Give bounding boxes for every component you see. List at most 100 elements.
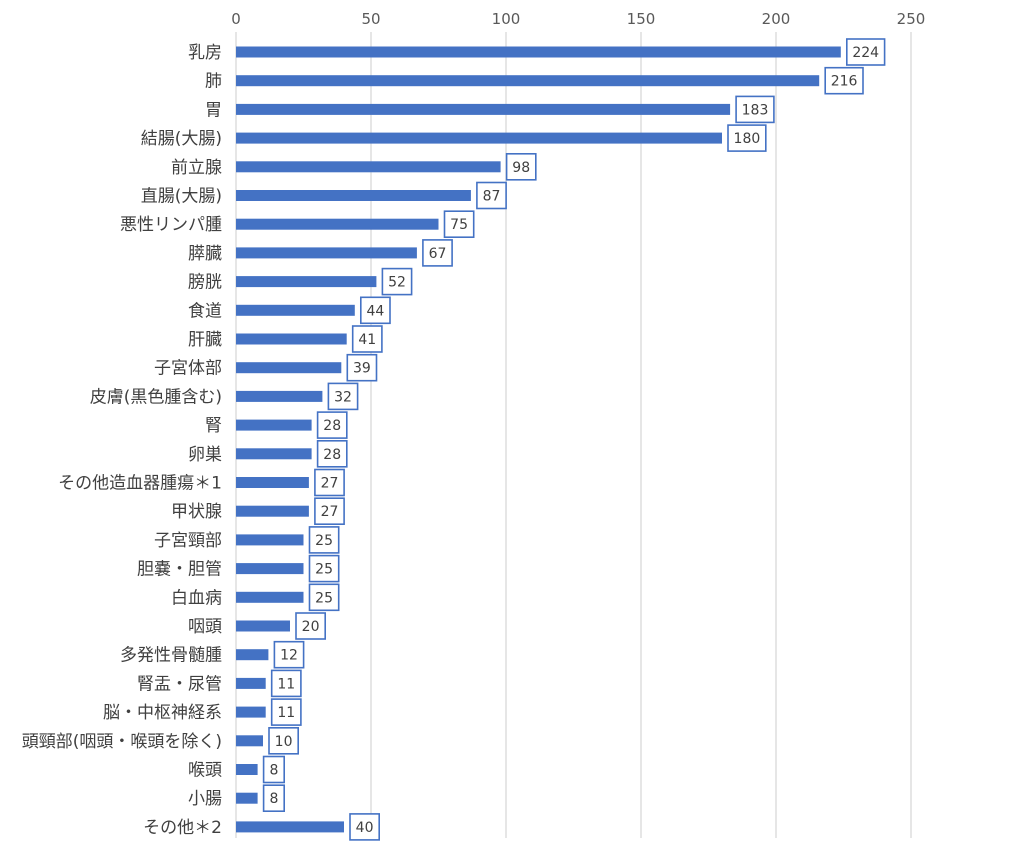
data-label: 12 (280, 648, 298, 664)
data-label-box (316, 411, 348, 439)
data-label: 40 (356, 820, 374, 836)
bar (236, 304, 355, 316)
data-label: 183 (742, 102, 769, 118)
bar (236, 821, 344, 833)
data-label: 44 (366, 303, 384, 319)
x-tick-label: 150 (627, 10, 656, 28)
data-label-box (735, 95, 775, 124)
category-label: 胆嚢・胆管 (137, 560, 222, 580)
data-label-box (359, 296, 391, 325)
bar (236, 534, 304, 546)
category-label: 子宮体部 (154, 359, 222, 379)
bar (236, 218, 439, 230)
data-label-box (308, 526, 340, 554)
category-label: 結腸(大腸) (141, 129, 222, 149)
x-tick-label: 50 (361, 10, 380, 28)
category-label: 胃 (205, 100, 222, 120)
bar (236, 190, 471, 201)
data-label-box (351, 325, 383, 353)
category-label: 白血病 (171, 588, 222, 608)
category-label: 肝臓 (188, 330, 222, 350)
category-label: 肺 (205, 72, 222, 92)
x-tick-label: 250 (897, 10, 926, 28)
data-label-box (308, 583, 340, 612)
data-label-box (845, 38, 886, 66)
category-label: 腎 (205, 416, 222, 436)
category-label: 腎盂・尿管 (137, 674, 222, 694)
category-label: 小腸 (188, 789, 222, 809)
data-label: 67 (429, 246, 447, 262)
data-label: 28 (323, 447, 341, 463)
data-label-box (295, 612, 327, 640)
data-label: 41 (358, 332, 376, 348)
data-label: 27 (321, 504, 339, 520)
data-label: 8 (269, 763, 278, 779)
bar (236, 390, 323, 402)
bar (236, 620, 290, 632)
data-label: 32 (334, 389, 352, 405)
bar (236, 563, 304, 575)
data-label: 39 (353, 361, 371, 377)
data-label: 20 (302, 619, 320, 635)
data-label-box (270, 669, 302, 698)
bar (236, 419, 312, 431)
bar (236, 677, 266, 689)
category-label: 甲状腺 (171, 502, 222, 522)
category-label: 皮膚(黒色腫含む) (90, 387, 222, 407)
data-label-box (316, 439, 348, 468)
bar (236, 792, 258, 804)
bar (236, 362, 342, 374)
bar (236, 46, 841, 58)
data-label: 224 (852, 45, 879, 61)
data-label: 25 (315, 562, 333, 578)
data-label: 11 (277, 676, 295, 692)
category-label: その他造血器腫瘍＊1 (58, 474, 222, 494)
category-label: 食道 (188, 301, 222, 321)
x-tick-label: 200 (762, 10, 791, 28)
bar (236, 333, 347, 345)
data-label: 87 (483, 189, 501, 205)
data-label: 180 (734, 131, 761, 147)
data-label-box (273, 640, 305, 669)
category-label: 咽頭 (188, 617, 222, 637)
data-label: 27 (321, 476, 339, 492)
data-label: 98 (512, 160, 530, 176)
data-label-box (270, 698, 302, 726)
bar (236, 276, 377, 288)
data-label: 11 (277, 705, 295, 721)
data-label: 25 (315, 590, 333, 606)
data-label-box (327, 382, 359, 411)
data-label: 8 (269, 791, 278, 807)
bar (236, 505, 309, 517)
category-label: 卵巣 (188, 445, 222, 465)
category-label: その他＊2 (143, 818, 222, 838)
data-label-box (476, 181, 507, 210)
category-label: 前立腺 (171, 158, 222, 178)
category-label: 喉頭 (188, 761, 222, 781)
data-label: 75 (450, 217, 468, 233)
category-label: 脳・中枢神経系 (103, 703, 222, 723)
data-label: 10 (275, 734, 293, 750)
data-label-box (314, 468, 345, 497)
data-label-box (443, 210, 475, 238)
data-label-box (308, 554, 340, 583)
bar (236, 735, 263, 747)
data-label-box (262, 784, 286, 813)
data-label-box (505, 153, 537, 181)
category-label: 子宮頸部 (154, 531, 222, 551)
data-label: 52 (388, 275, 406, 291)
bars (236, 46, 841, 833)
bar (236, 247, 417, 259)
data-label-box (268, 726, 300, 755)
data-label: 216 (831, 74, 858, 90)
x-tick-label: 100 (492, 10, 521, 28)
data-label-box (314, 497, 345, 526)
category-label: 悪性リンパ腫 (120, 215, 222, 235)
category-label: 膀胱 (188, 273, 222, 293)
bar (236, 477, 309, 488)
bar (236, 75, 820, 87)
category-label: 膵臓 (188, 244, 222, 264)
